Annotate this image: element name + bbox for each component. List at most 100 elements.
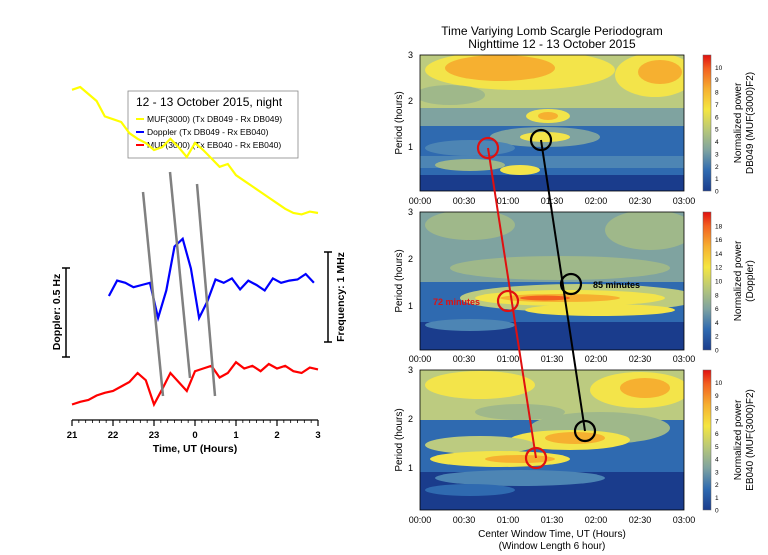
left-xtick-1: 22: [108, 430, 119, 441]
panel-1-ylabel: Period (hours): [394, 91, 405, 154]
colorbar-2-tick: 4: [715, 320, 719, 327]
series-line-1: [107, 236, 315, 323]
colorbar-3-label-2: EB040 (MUF(3000)F2): [745, 389, 756, 491]
phase-line-3: [195, 183, 217, 397]
panel-1-xtick: 00:00: [409, 196, 432, 206]
colorbar-1-tick: 10: [715, 65, 723, 72]
panel-1-y-axis: 3 2 1 Period (hours): [394, 50, 413, 155]
panel-2-xtick: 01:30: [541, 354, 564, 364]
panel-3-xtick: 01:00: [497, 515, 520, 525]
colorbar-1: 0 1 2 3 4 5 6 7 8 9 10 Normalized power DB049 (MUF…: [702, 54, 756, 196]
left-xtick-6: 3: [315, 430, 320, 441]
colorbar-3-tick: 10: [715, 380, 723, 387]
colorbar-3-tick: 4: [715, 457, 719, 464]
colorbar-1-tick: 8: [715, 90, 719, 97]
colorbar-2-tick: 2: [715, 334, 719, 341]
panel-3-xtick: 02:00: [585, 515, 608, 525]
left-xtick-0: 21: [67, 430, 78, 441]
colorbar-3-tick: 9: [715, 393, 719, 400]
black-circle-3: [573, 419, 597, 443]
legend-title: 12 - 13 October 2015, night: [136, 95, 283, 109]
periodogram-xlabel: Center Window Time, UT (Hours): [478, 529, 626, 540]
colorbar-2-tick: 0: [715, 348, 719, 355]
colorbar-3-tick: 5: [715, 444, 719, 451]
legend-entry-1: Doppler (Tx DB049 - Rx EB040): [147, 127, 269, 137]
panel-2-xtick: 02:00: [585, 354, 608, 364]
svg-text:1: 1: [408, 301, 413, 311]
right-periodogram-panel: Time Variying Lomb Scargle Periodogram N…: [394, 24, 756, 552]
panel-3-xtick: 01:30: [541, 515, 564, 525]
left-xtick-2: 23: [149, 430, 160, 441]
periodogram-title: Time Variying Lomb Scargle Periodogram: [441, 24, 662, 38]
series-line-0: [71, 85, 319, 216]
panel-2-xtick: 03:00: [673, 354, 696, 364]
annotation-72-minutes: 72 minutes: [433, 297, 480, 307]
colorbar-2-tick: 18: [715, 223, 723, 230]
periodogram-xlabel-2: (Window Length 6 hour): [499, 541, 606, 552]
colorbar-1-tick: 2: [715, 164, 719, 171]
legend-entry-2: MUF(3000) (Tx EB040 - Rx EB040): [147, 140, 281, 150]
colorbar-3-tick: 8: [715, 406, 719, 413]
colorbar-2-tick: 8: [715, 292, 719, 299]
svg-text:3: 3: [408, 50, 413, 60]
panel-3-xtick: 03:00: [673, 515, 696, 525]
legend-entry-0: MUF(3000) (Tx DB049 - Rx DB049): [147, 114, 282, 124]
colorbar-2-label-1: Normalized power: [733, 240, 744, 321]
colorbar-3-tick: 7: [715, 418, 719, 425]
colorbar-2-label-2: (Doppler): [745, 260, 756, 302]
colorbar-3-tick: 0: [715, 508, 719, 515]
panel-2-xtick: 01:00: [497, 354, 520, 364]
panel-3-xtick: 02:30: [629, 515, 652, 525]
panel-1-xtick: 03:00: [673, 196, 696, 206]
red-circle-2: [496, 289, 520, 313]
panel-3-xtick: 00:30: [453, 515, 476, 525]
left-xtick-4: 1: [233, 430, 239, 441]
panel-1-xtick: 01:00: [497, 196, 520, 206]
colorbar-2-tick: 14: [715, 251, 723, 258]
colorbar-3-tick: 1: [715, 495, 719, 502]
periodogram-subtitle: Nighttime 12 - 13 October 2015: [468, 37, 636, 51]
colorbar-2-tick: 10: [715, 279, 723, 286]
colorbar-1-tick: 0: [715, 189, 719, 196]
panel-1-xtick: 01:30: [541, 196, 564, 206]
black-circle-2: [559, 272, 583, 296]
panel-3-xtick: 00:00: [409, 515, 432, 525]
left-xlabel: Time, UT (Hours): [153, 443, 237, 455]
heatmap-panel-1: [420, 55, 684, 191]
colorbar-1-tick: 6: [715, 114, 719, 121]
colorbar-1-tick: 7: [715, 102, 719, 109]
panel-1-xtick: 02:30: [629, 196, 652, 206]
colorbar-1-label-2: DB049 (MUF(3000)F2): [745, 72, 756, 174]
colorbar-3-tick: 3: [715, 469, 719, 476]
panel-1-xtick: 00:30: [453, 196, 476, 206]
svg-text:1: 1: [408, 463, 413, 473]
panel-2-ylabel: Period (hours): [394, 249, 405, 312]
heatmap-panel-3: [420, 370, 684, 510]
colorbar-3-tick: 6: [715, 431, 719, 438]
phase-line-1: [141, 191, 165, 397]
panel-1-xtick: 02:00: [585, 196, 608, 206]
colorbar-1-tick: 3: [715, 151, 719, 158]
panel-3-y-axis: 3 2 1 Period (hours): [394, 365, 413, 473]
svg-text:3: 3: [408, 365, 413, 375]
series-line-2: [71, 360, 319, 408]
panel-2-y-axis: 3 2 1 Period (hours): [394, 207, 413, 313]
frequency-scale-label: Frequency: 1 MHz: [335, 252, 347, 342]
black-circle-1: [529, 128, 553, 152]
left-time-series-panel: 12 - 13 October 2015, night MUF(3000) (T…: [51, 85, 347, 455]
red-trend-line: [487, 147, 537, 459]
red-circle-1: [476, 136, 500, 160]
colorbar-2-tick: 12: [715, 265, 723, 272]
colorbar-1-tick: 9: [715, 77, 719, 84]
panel-2-xtick: 00:30: [453, 354, 476, 364]
phase-line-2: [168, 171, 192, 379]
red-circle-3: [524, 446, 548, 470]
doppler-scale-label: Doppler: 0.5 Hz: [51, 274, 63, 350]
colorbar-2: 0 2 4 6 8 10 12 14 16 18 Normalized power (Dopple…: [702, 211, 756, 355]
svg-text:2: 2: [408, 414, 413, 424]
svg-text:2: 2: [408, 96, 413, 106]
panel-3-ylabel: Period (hours): [394, 408, 405, 471]
annotation-85-minutes: 85 minutes: [593, 280, 640, 290]
left-xtick-5: 2: [274, 430, 279, 441]
